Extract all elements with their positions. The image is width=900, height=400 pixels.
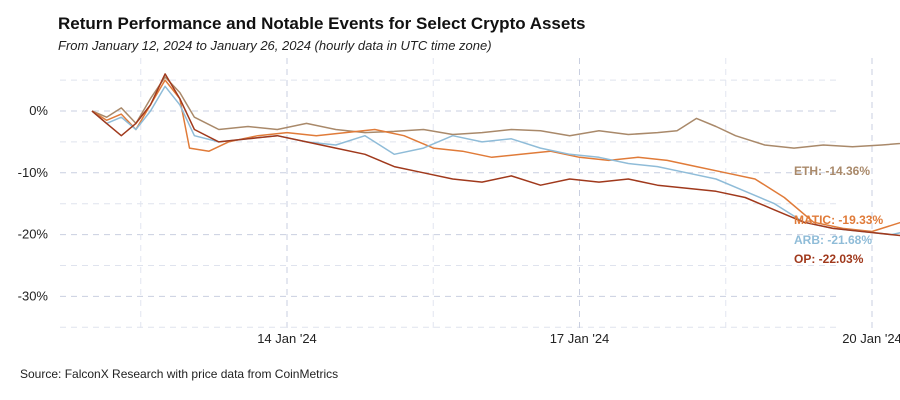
end-label-arb: ARB: -21.68% xyxy=(794,233,872,247)
y-tick-label: 0% xyxy=(29,103,48,118)
grid-lines xyxy=(60,58,873,330)
chart-title: Return Performance and Notable Events fo… xyxy=(58,14,586,33)
series-line-matic xyxy=(91,79,900,233)
y-tick-label: -30% xyxy=(18,288,49,303)
x-tick-label: 14 Jan '24 xyxy=(257,331,317,346)
end-label-matic: MATIC: -19.33% xyxy=(794,213,883,227)
end-label-op: OP: -22.03% xyxy=(794,252,864,266)
series-end-labels: ETH: -14.36% MATIC: -19.33% ARB: -21.68% OP… xyxy=(794,164,883,266)
series-line-arb xyxy=(91,85,900,236)
y-tick-label: -10% xyxy=(18,165,49,180)
series-lines xyxy=(91,73,900,237)
chart-subtitle: From January 12, 2024 to January 26, 202… xyxy=(58,38,492,53)
axis-tick-labels: 0% -10% -20% -30% 14 Jan '24 17 Jan '24 20 Jan… xyxy=(18,103,900,346)
series-line-op xyxy=(91,73,900,237)
y-tick-label: -20% xyxy=(18,227,49,242)
x-tick-label: 17 Jan '24 xyxy=(550,331,610,346)
source-note: Source: FalconX Research with price data… xyxy=(20,367,339,381)
end-label-eth: ETH: -14.36% xyxy=(794,164,870,178)
series-line-eth xyxy=(91,76,900,149)
x-tick-label: 20 Jan '24 xyxy=(842,331,900,346)
